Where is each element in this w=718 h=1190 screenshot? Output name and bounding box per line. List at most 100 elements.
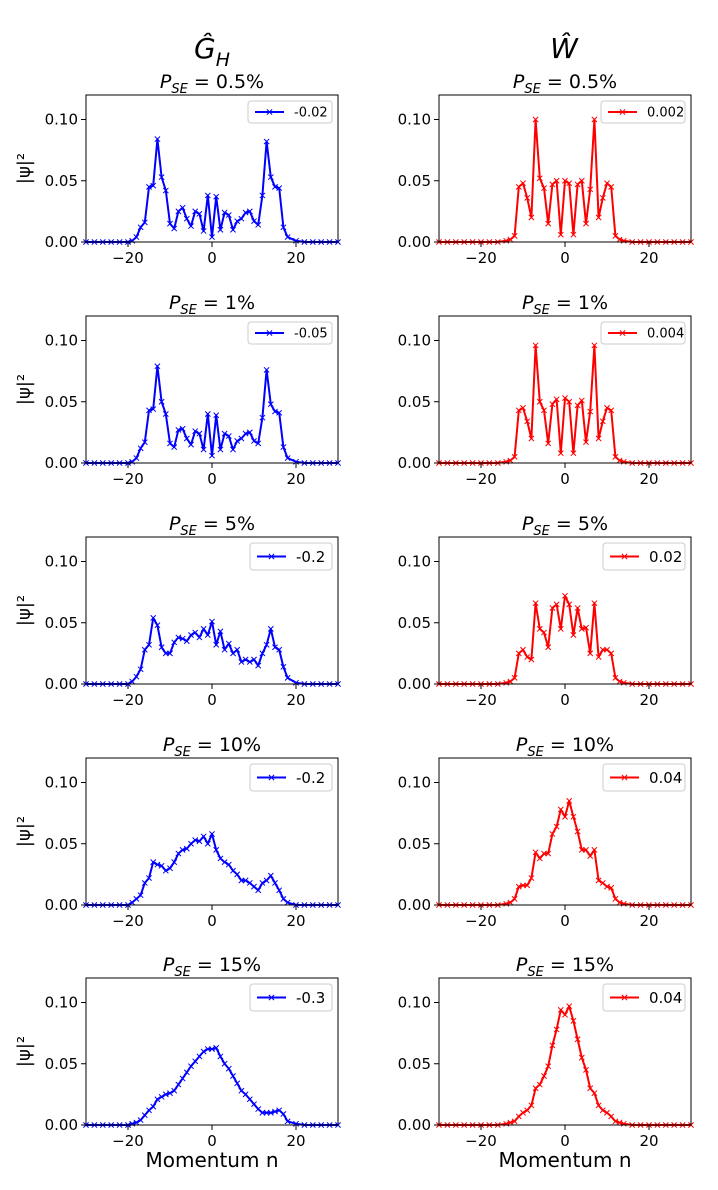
data-point-marker xyxy=(272,183,278,190)
data-point-marker xyxy=(204,192,211,199)
x-tick-label: 20 xyxy=(639,912,658,930)
data-point-marker xyxy=(272,1108,278,1115)
data-point-marker xyxy=(549,830,556,837)
data-point-marker xyxy=(263,1109,270,1116)
legend-box xyxy=(600,100,686,124)
data-point-marker xyxy=(616,899,623,906)
x-tick-label: −20 xyxy=(465,691,497,709)
data-point-marker xyxy=(284,674,291,681)
data-point-marker xyxy=(133,234,140,241)
legend: -0.2 xyxy=(249,542,333,571)
data-point-marker xyxy=(188,441,194,448)
data-point-marker xyxy=(162,867,169,874)
data-point-marker xyxy=(209,234,215,241)
data-point-marker xyxy=(591,342,598,349)
panel-r0-c0: PSE = 0.5% −20 0 20 0.00 0.05 0.10 |ψ|² -0.02 xyxy=(14,71,341,267)
data-point-marker xyxy=(221,430,228,437)
data-point-marker xyxy=(246,208,253,215)
data-point-marker xyxy=(267,1109,274,1116)
data-point-marker xyxy=(200,228,207,234)
x-tick-label: 20 xyxy=(286,249,305,267)
data-point-marker xyxy=(242,877,249,884)
data-point-marker xyxy=(557,806,564,813)
data-point-marker xyxy=(167,865,173,872)
data-point-marker xyxy=(599,418,606,425)
data-point-marker xyxy=(293,1120,299,1127)
data-point-marker xyxy=(183,215,190,222)
svg-text:Ŵ: Ŵ xyxy=(550,31,579,65)
data-point-marker xyxy=(259,650,266,657)
data-point-marker xyxy=(162,650,169,657)
data-point-marker xyxy=(583,439,589,446)
panel-title: PSE = 0.5% xyxy=(513,71,617,97)
y-tick-label: 0.00 xyxy=(398,675,431,693)
data-point-marker xyxy=(204,840,211,847)
data-point-marker xyxy=(511,453,518,460)
data-point-marker xyxy=(179,1075,186,1082)
y-axis-label: |ψ|² xyxy=(14,153,35,184)
legend-box xyxy=(247,100,333,124)
data-point-marker xyxy=(234,646,241,653)
data-point-marker xyxy=(503,900,510,907)
data-point-marker xyxy=(171,1087,178,1094)
data-point-marker xyxy=(587,853,594,859)
data-point-marker xyxy=(595,435,602,442)
data-point-marker xyxy=(578,177,585,184)
column-title-1: Ŵ xyxy=(550,31,579,65)
data-point-marker xyxy=(620,1120,627,1127)
data-point-marker xyxy=(587,650,594,657)
panel-title: PSE = 0.5% xyxy=(160,71,264,97)
legend-box xyxy=(602,542,686,571)
data-point-marker xyxy=(557,1006,564,1013)
data-point-marker xyxy=(524,1107,531,1114)
data-point-marker xyxy=(566,601,573,608)
data-point-marker xyxy=(200,1048,207,1055)
y-tick-label: 0.10 xyxy=(398,994,431,1012)
data-point-marker xyxy=(524,654,531,661)
data-point-marker xyxy=(234,1080,241,1087)
data-point-marker xyxy=(150,1103,157,1110)
data-point-marker xyxy=(167,1090,173,1097)
data-point-marker xyxy=(574,1036,581,1043)
data-point-marker xyxy=(171,225,178,232)
data-point-marker xyxy=(545,440,552,447)
data-point-marker xyxy=(566,1003,573,1010)
panel-r2-c1: PSE = 5% −20 0 20 0.00 0.05 0.10 0.02 xyxy=(398,513,694,709)
legend: 0.002 xyxy=(600,100,686,124)
data-point-marker xyxy=(570,231,577,238)
legend-label: -0.2 xyxy=(296,769,325,787)
data-point-marker xyxy=(293,679,299,686)
series-line xyxy=(86,616,338,685)
data-point-marker xyxy=(280,663,287,670)
data-point-marker xyxy=(137,224,144,231)
y-tick-label: 0.10 xyxy=(398,111,431,129)
x-tick-label: 0 xyxy=(207,1132,217,1150)
data-point-marker xyxy=(225,1065,232,1072)
y-tick-label: 0.05 xyxy=(398,172,431,190)
data-point-marker xyxy=(259,414,266,421)
x-tick-label: −20 xyxy=(112,249,144,267)
data-point-marker xyxy=(553,177,560,184)
y-tick-label: 0.00 xyxy=(398,454,431,472)
data-point-marker xyxy=(230,226,236,233)
data-point-marker xyxy=(230,446,236,453)
data-point-marker xyxy=(616,1119,623,1126)
data-point-marker xyxy=(158,398,165,405)
data-point-marker xyxy=(272,408,278,415)
x-axis-label: Momentum n xyxy=(499,1148,632,1172)
data-point-marker xyxy=(196,210,203,217)
data-point-marker xyxy=(511,232,518,239)
data-point-marker xyxy=(566,398,573,405)
data-point-marker xyxy=(591,600,598,607)
y-tick-label: 0.10 xyxy=(398,332,431,350)
x-tick-label: −20 xyxy=(465,912,497,930)
data-point-marker xyxy=(503,1120,510,1127)
legend-box xyxy=(247,321,333,345)
data-point-marker xyxy=(583,624,589,631)
y-axis-label: |ψ|² xyxy=(14,595,35,626)
data-point-marker xyxy=(595,877,602,884)
y-tick-label: 0.05 xyxy=(398,835,431,853)
column-titles: ĜH Ŵ xyxy=(194,31,579,71)
data-point-marker xyxy=(154,136,161,143)
legend-marker xyxy=(266,330,273,336)
